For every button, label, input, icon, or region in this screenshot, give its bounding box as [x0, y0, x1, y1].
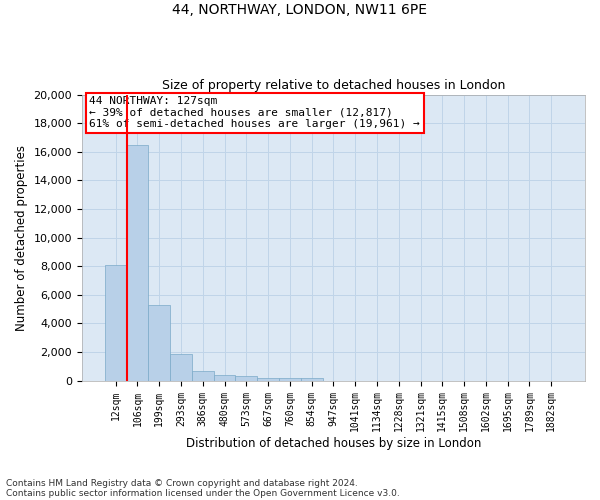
Text: 44 NORTHWAY: 127sqm
← 39% of detached houses are smaller (12,817)
61% of semi-de: 44 NORTHWAY: 127sqm ← 39% of detached ho… [89, 96, 420, 129]
X-axis label: Distribution of detached houses by size in London: Distribution of detached houses by size … [186, 437, 481, 450]
Bar [192, 370, 214, 380]
Bar [170, 354, 192, 380]
Title: Size of property relative to detached houses in London: Size of property relative to detached ho… [162, 79, 505, 92]
Bar [148, 305, 170, 380]
Bar [127, 144, 148, 380]
Bar [257, 378, 279, 380]
Bar [105, 265, 127, 380]
Bar [235, 376, 257, 380]
Bar [301, 378, 323, 380]
Text: Contains public sector information licensed under the Open Government Licence v3: Contains public sector information licen… [6, 488, 400, 498]
Text: 44, NORTHWAY, LONDON, NW11 6PE: 44, NORTHWAY, LONDON, NW11 6PE [173, 2, 427, 16]
Text: Contains HM Land Registry data © Crown copyright and database right 2024.: Contains HM Land Registry data © Crown c… [6, 478, 358, 488]
Y-axis label: Number of detached properties: Number of detached properties [15, 144, 28, 330]
Bar [279, 378, 301, 380]
Bar [214, 376, 235, 380]
